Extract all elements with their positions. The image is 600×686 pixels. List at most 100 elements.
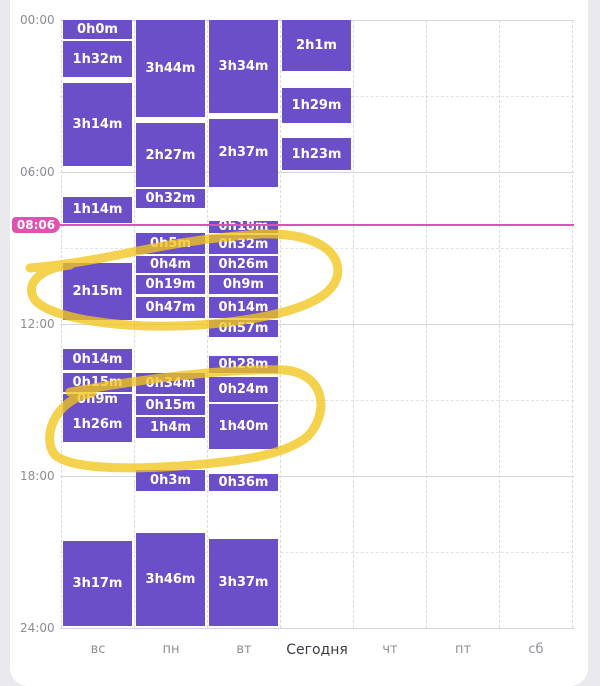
- sleep-block[interactable]: 0h3m: [136, 469, 205, 491]
- sleep-block[interactable]: 0h5m: [136, 233, 205, 255]
- sleep-block[interactable]: 0h57m: [209, 319, 278, 337]
- sleep-block[interactable]: 1h29m: [282, 87, 351, 124]
- sleep-duration-label: 2h27m: [145, 147, 196, 163]
- sleep-block[interactable]: 0h14m: [63, 349, 132, 371]
- sleep-block[interactable]: 0h34m: [136, 372, 205, 394]
- day-label-5[interactable]: пт: [454, 642, 472, 657]
- sleep-duration-label: 0h24m: [218, 381, 269, 397]
- grid-line-v: [61, 20, 62, 628]
- sleep-block[interactable]: 1h32m: [63, 41, 132, 77]
- sleep-block[interactable]: 1h4m: [136, 416, 205, 438]
- sleep-block[interactable]: 1h40m: [209, 404, 278, 449]
- sleep-duration-label: 0h0m: [77, 22, 118, 37]
- sleep-duration-label: 0h9m: [77, 393, 118, 406]
- time-label-0000: 00:00: [20, 13, 55, 27]
- grid-line-v: [207, 20, 208, 628]
- sleep-block[interactable]: 0h9m: [209, 275, 278, 295]
- sleep-duration-label: 0h9m: [223, 277, 264, 293]
- day-label-0[interactable]: вс: [90, 642, 106, 657]
- sleep-duration-label: 1h26m: [72, 416, 123, 432]
- time-label-2400: 24:00: [20, 621, 55, 635]
- sleep-duration-label: 0h5m: [150, 236, 191, 252]
- sleep-duration-label: 0h26m: [218, 257, 269, 273]
- sleep-block[interactable]: 2h37m: [209, 119, 278, 187]
- sleep-duration-label: 0h18m: [218, 220, 269, 234]
- current-time-badge: 08:06: [12, 217, 60, 233]
- grid-line-h: [60, 172, 574, 173]
- sleep-block[interactable]: 0h15m: [136, 395, 205, 415]
- sleep-duration-label: 1h40m: [218, 418, 269, 434]
- sleep-duration-label: 2h15m: [72, 283, 123, 299]
- sleep-block[interactable]: 0h32m: [209, 235, 278, 255]
- sleep-block[interactable]: 0h4m: [136, 256, 205, 274]
- sleep-block[interactable]: 1h23m: [282, 138, 351, 170]
- sleep-block[interactable]: 0h26m: [209, 256, 278, 274]
- grid-line-v: [572, 20, 573, 628]
- day-label-1[interactable]: пн: [162, 642, 180, 657]
- grid-line-v: [353, 20, 354, 628]
- sleep-block[interactable]: 1h14m: [63, 197, 132, 223]
- sleep-duration-label: 0h14m: [218, 299, 269, 315]
- sleep-duration-label: 3h44m: [145, 61, 196, 77]
- sleep-block[interactable]: 3h46m: [136, 533, 205, 626]
- sleep-block[interactable]: 0h47m: [136, 296, 205, 318]
- sleep-duration-label: 2h37m: [218, 145, 269, 161]
- grid-line-v: [499, 20, 500, 628]
- day-label-3[interactable]: Сегодня: [286, 642, 348, 658]
- grid-line-v: [280, 20, 281, 628]
- sleep-duration-label: 1h23m: [291, 146, 342, 162]
- sleep-block[interactable]: 3h17m: [63, 541, 132, 626]
- sleep-block[interactable]: 0h0m: [63, 20, 132, 39]
- sleep-duration-label: 3h46m: [145, 571, 196, 587]
- sleep-duration-label: 1h29m: [291, 97, 342, 113]
- grid-line-v: [426, 20, 427, 628]
- sleep-block[interactable]: 0h24m: [209, 376, 278, 403]
- sleep-block[interactable]: 0h15m: [63, 372, 132, 392]
- sleep-duration-label: 0h19m: [145, 277, 196, 293]
- sleep-block[interactable]: 2h15m: [63, 262, 132, 320]
- current-time-line: [60, 224, 574, 226]
- grid-line-h: [60, 552, 574, 553]
- sleep-duration-label: 0h3m: [150, 472, 191, 488]
- sleep-block[interactable]: 3h44m: [136, 20, 205, 118]
- sleep-block[interactable]: 0h14m: [209, 296, 278, 318]
- sleep-duration-label: 0h15m: [72, 374, 123, 390]
- sleep-duration-label: 0h4m: [150, 257, 191, 273]
- sleep-block[interactable]: 0h28m: [209, 355, 278, 373]
- time-label-1800: 18:00: [20, 469, 55, 483]
- day-label-2[interactable]: вт: [236, 642, 252, 657]
- time-label-0600: 06:00: [20, 165, 55, 179]
- sleep-block[interactable]: 0h19m: [136, 275, 205, 295]
- sleep-block[interactable]: 0h36m: [209, 473, 278, 491]
- sleep-block[interactable]: 3h14m: [63, 83, 132, 166]
- sleep-block[interactable]: 0h32m: [136, 188, 205, 208]
- day-label-4[interactable]: чт: [382, 642, 398, 657]
- sleep-block[interactable]: 0h18m: [209, 220, 278, 234]
- sleep-duration-label: 0h57m: [218, 320, 269, 336]
- grid-line-h: [60, 324, 574, 325]
- sleep-block[interactable]: 0h9m: [63, 393, 132, 406]
- sleep-duration-label: 0h32m: [218, 237, 269, 253]
- sleep-duration-label: 0h14m: [72, 352, 123, 368]
- sleep-block[interactable]: 2h1m: [282, 20, 351, 71]
- sleep-duration-label: 1h4m: [150, 419, 191, 435]
- sleep-duration-label: 0h15m: [145, 397, 196, 413]
- sleep-block[interactable]: 2h27m: [136, 123, 205, 187]
- sleep-block[interactable]: 1h26m: [63, 406, 132, 443]
- sleep-duration-label: 0h34m: [145, 375, 196, 391]
- sleep-duration-label: 0h32m: [145, 190, 196, 206]
- sleep-duration-label: 1h32m: [72, 51, 123, 67]
- day-label-6[interactable]: сб: [528, 642, 544, 657]
- sleep-duration-label: 0h28m: [218, 356, 269, 372]
- sleep-block[interactable]: 3h34m: [209, 20, 278, 113]
- sleep-duration-label: 3h37m: [218, 575, 269, 591]
- sleep-duration-label: 3h34m: [218, 58, 269, 74]
- sleep-duration-label: 3h17m: [72, 576, 123, 592]
- sleep-duration-label: 0h47m: [145, 299, 196, 315]
- grid-line-h: [60, 476, 574, 477]
- grid-line-v: [134, 20, 135, 628]
- sleep-block[interactable]: 3h37m: [209, 539, 278, 626]
- time-label-1200: 12:00: [20, 317, 55, 331]
- sleep-duration-label: 3h14m: [72, 116, 123, 132]
- sleep-duration-label: 0h36m: [218, 474, 269, 490]
